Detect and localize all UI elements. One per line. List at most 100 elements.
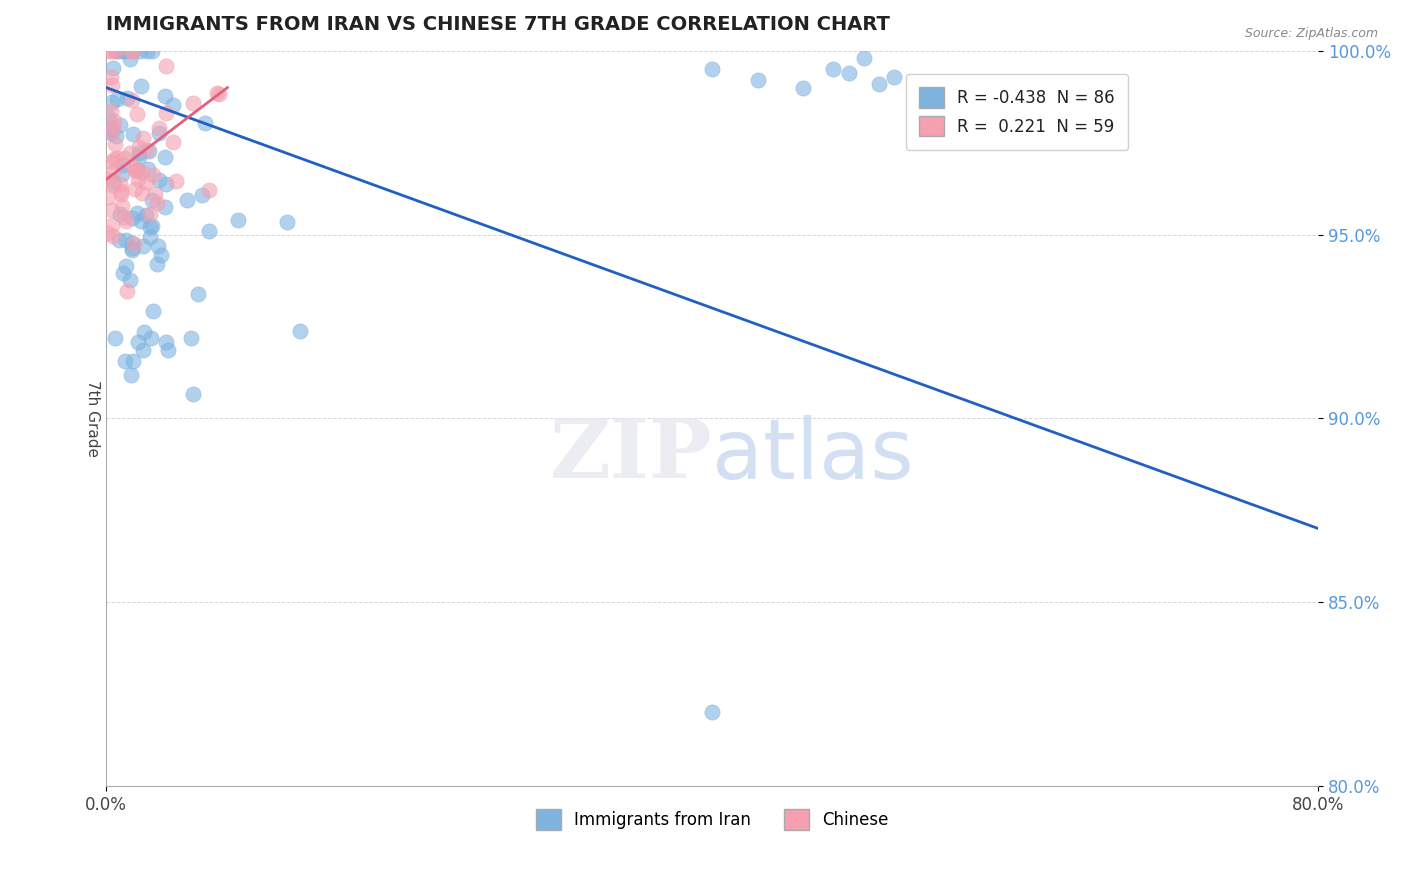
Chinese [183, 95, 205, 110]
Immigrants from Iran [131, 214, 153, 228]
Immigrants from Iran [197, 224, 219, 238]
Chinese [124, 237, 146, 252]
Chinese [101, 229, 124, 244]
Chinese [162, 135, 184, 149]
Immigrants from Iran [122, 44, 145, 58]
Chinese [198, 183, 221, 197]
Immigrants from Iran [138, 145, 160, 159]
Immigrants from Iran [162, 98, 184, 112]
Chinese [143, 186, 166, 201]
Chinese [128, 139, 150, 153]
Immigrants from Iran [148, 126, 170, 140]
Immigrants from Iran [120, 52, 142, 66]
Chinese [101, 44, 124, 58]
Immigrants from Iran [868, 77, 890, 91]
Immigrants from Iran [112, 266, 135, 280]
Immigrants from Iran [155, 177, 177, 191]
Chinese [103, 178, 125, 192]
Chinese [112, 151, 135, 165]
Immigrants from Iran [105, 128, 128, 143]
Y-axis label: 7th Grade: 7th Grade [86, 380, 100, 457]
Immigrants from Iran [155, 200, 177, 214]
Chinese [115, 213, 138, 227]
Immigrants from Iran [142, 304, 165, 318]
Chinese [110, 186, 132, 201]
Immigrants from Iran [176, 194, 198, 208]
Immigrants from Iran [155, 335, 177, 350]
Immigrants from Iran [104, 44, 127, 58]
Immigrants from Iran [115, 259, 138, 273]
Immigrants from Iran [132, 325, 155, 339]
Chinese [100, 104, 122, 119]
Chinese [135, 175, 157, 189]
Chinese [105, 151, 128, 165]
Immigrants from Iran [139, 230, 162, 244]
Chinese [98, 44, 121, 58]
Immigrants from Iran [146, 257, 169, 271]
Immigrants from Iran [792, 80, 814, 95]
Immigrants from Iran [104, 331, 127, 345]
Chinese [110, 184, 132, 198]
Chinese [155, 59, 177, 73]
Chinese [120, 44, 142, 58]
Chinese [110, 177, 132, 191]
Chinese [101, 165, 124, 179]
Immigrants from Iran [111, 158, 134, 172]
Legend: Immigrants from Iran, Chinese: Immigrants from Iran, Chinese [529, 803, 896, 836]
Chinese [125, 164, 148, 178]
Chinese [104, 137, 127, 152]
Text: atlas: atlas [713, 415, 914, 496]
Immigrants from Iran [153, 88, 176, 103]
Immigrants from Iran [121, 211, 143, 225]
Chinese [115, 285, 138, 299]
Immigrants from Iran [100, 127, 122, 141]
Chinese [111, 199, 134, 213]
Text: IMMIGRANTS FROM IRAN VS CHINESE 7TH GRADE CORRELATION CHART: IMMIGRANTS FROM IRAN VS CHINESE 7TH GRAD… [107, 15, 890, 34]
Immigrants from Iran [121, 243, 143, 257]
Immigrants from Iran [136, 44, 159, 58]
Immigrants from Iran [127, 335, 149, 350]
Immigrants from Iran [747, 73, 769, 87]
Immigrants from Iran [129, 44, 152, 58]
Immigrants from Iran [276, 215, 298, 229]
Immigrants from Iran [132, 343, 155, 357]
Chinese [139, 207, 162, 221]
Immigrants from Iran [187, 286, 209, 301]
Chinese [132, 130, 155, 145]
Immigrants from Iran [121, 354, 143, 368]
Chinese [165, 174, 187, 188]
Immigrants from Iran [181, 387, 204, 401]
Immigrants from Iran [141, 45, 163, 59]
Immigrants from Iran [101, 175, 124, 189]
Immigrants from Iran [108, 119, 131, 133]
Immigrants from Iran [115, 233, 138, 247]
Chinese [96, 226, 118, 240]
Chinese [101, 78, 124, 93]
Immigrants from Iran [702, 706, 724, 720]
Chinese [148, 120, 170, 135]
Immigrants from Iran [105, 92, 128, 106]
Immigrants from Iran [194, 116, 217, 130]
Immigrants from Iran [135, 208, 157, 222]
Chinese [205, 86, 228, 100]
Immigrants from Iran [132, 239, 155, 253]
Chinese [146, 196, 169, 211]
Immigrants from Iran [180, 331, 202, 345]
Immigrants from Iran [112, 44, 135, 58]
Immigrants from Iran [118, 272, 141, 286]
Immigrants from Iran [139, 219, 162, 234]
Chinese [121, 161, 143, 175]
Immigrants from Iran [125, 206, 148, 220]
Chinese [100, 125, 122, 139]
Chinese [101, 203, 124, 218]
Chinese [125, 107, 148, 121]
Chinese [101, 155, 124, 169]
Chinese [142, 168, 165, 182]
Immigrants from Iran [121, 242, 143, 256]
Chinese [127, 172, 149, 186]
Immigrants from Iran [883, 70, 905, 84]
Chinese [112, 210, 135, 224]
Immigrants from Iran [112, 44, 135, 58]
Immigrants from Iran [107, 44, 129, 58]
Chinese [135, 143, 157, 157]
